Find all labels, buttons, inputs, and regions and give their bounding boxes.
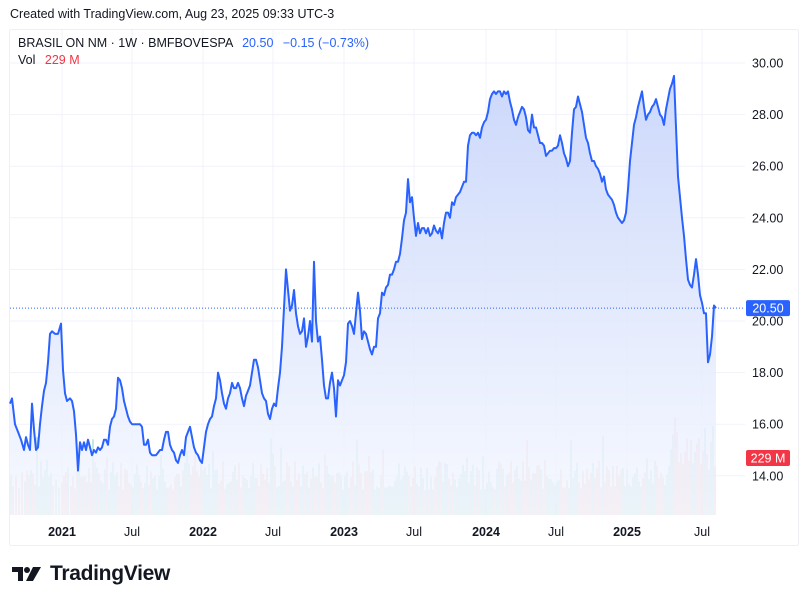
last-price-value: 20.50	[242, 36, 274, 50]
symbol-legend-row: BRASIL ON NM · 1W · BMFBOVESPA 20.50 −0.…	[18, 35, 369, 52]
time-axis-tick: Jul	[265, 525, 281, 539]
price-axis-tick: 20.00	[752, 315, 783, 329]
price-axis-tick: 24.00	[752, 211, 783, 225]
tradingview-logo-icon	[12, 567, 41, 581]
volume-legend-row: Vol 229 M	[18, 52, 369, 69]
time-axis-tick: Jul	[406, 525, 422, 539]
price-axis-tick: 22.00	[752, 263, 783, 277]
price-line	[9, 74, 717, 472]
price-badge-label: 20.50	[752, 302, 783, 316]
tradingview-brand[interactable]: TradingView	[12, 562, 170, 586]
created-with-caption: Created with TradingView.com, Aug 23, 20…	[10, 7, 335, 21]
time-axis-tick: 2025	[613, 525, 641, 539]
price-axis-tick: 30.00	[752, 57, 783, 71]
time-axis-tick: 2021	[48, 525, 76, 539]
time-axis-tick: 2023	[330, 525, 358, 539]
time-axis-tick: 2022	[189, 525, 217, 539]
volume-value: 229 M	[44, 53, 80, 67]
price-axis-tick: 28.00	[752, 108, 783, 122]
symbol-description[interactable]: BRASIL ON NM · 1W · BMFBOVESPA	[18, 36, 233, 50]
volume-badge: 229 M	[746, 450, 790, 466]
chart-legend: BRASIL ON NM · 1W · BMFBOVESPA 20.50 −0.…	[18, 35, 369, 69]
time-axis-tick: Jul	[694, 525, 710, 539]
volume-label[interactable]: Vol	[18, 53, 36, 67]
price-change-value: −0.15 (−0.73%)	[282, 36, 370, 50]
time-axis-tick: Jul	[124, 525, 140, 539]
time-axis[interactable]: 2021 Jul 2022 Jul 2023 Jul 2024 Jul 2025 Jul	[48, 525, 710, 539]
price-badge: 20.50	[746, 300, 790, 317]
tradingview-wordmark: TradingView	[50, 562, 171, 585]
price-area-fill	[10, 75, 716, 516]
time-axis-tick: 2024	[472, 525, 500, 539]
time-axis-tick: Jul	[548, 525, 564, 539]
price-axis-tick: 14.00	[752, 469, 783, 483]
price-axis-tick: 16.00	[752, 418, 783, 432]
price-axis-tick: 26.00	[752, 160, 783, 174]
volume-badge-label: 229 M	[751, 452, 786, 466]
price-axis-tick: 18.00	[752, 366, 783, 380]
price-axis[interactable]: 14.00 16.00 18.00 20.00 22.00 24.00 26.00 28.00…	[752, 57, 783, 484]
